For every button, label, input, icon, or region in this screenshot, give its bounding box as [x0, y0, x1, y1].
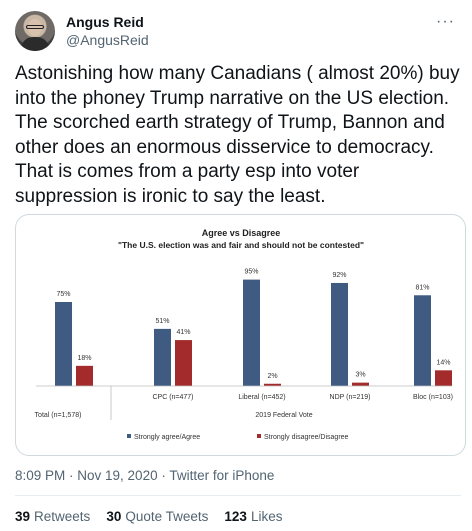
category-label: NDP (n=219): [330, 394, 371, 401]
quotes-label: Quote Tweets: [125, 509, 209, 524]
author-handle[interactable]: @AngusReid: [66, 32, 149, 48]
bar-agree-0: [55, 302, 72, 386]
bar-disagree-1: [175, 340, 192, 386]
tweet-timestamp[interactable]: 8:09 PM · Nov 19, 2020 · Twitter for iPh…: [15, 468, 275, 483]
data-label: 81%: [415, 284, 429, 291]
chart-subtitle: "The U.S. election was and fair and shou…: [118, 240, 364, 250]
data-label: 2%: [267, 373, 277, 380]
data-label: 41%: [176, 329, 190, 336]
likes-count: 123: [224, 509, 247, 524]
tweet-text: Astonishing how many Canadians ( almost …: [15, 63, 460, 207]
divider: [15, 495, 461, 496]
bar-disagree-0: [76, 365, 93, 386]
likes-label: Likes: [250, 509, 283, 524]
retweets-count: 39: [15, 509, 31, 524]
legend-swatch: [127, 434, 131, 438]
bar-agree-3: [331, 282, 348, 386]
retweets-stat[interactable]: 39 Retweets: [15, 509, 90, 524]
category-label: Liberal (n=452): [238, 394, 285, 401]
ellipsis-icon[interactable]: ···: [436, 13, 455, 30]
bar-agree-2: [243, 279, 260, 386]
avatar[interactable]: [15, 11, 55, 51]
data-label: 51%: [155, 318, 169, 325]
likes-stat[interactable]: 123 Likes: [224, 509, 282, 524]
legend-label: Strongly agree/Agree: [134, 434, 200, 441]
engagement-stats: 39 Retweets 30 Quote Tweets 123 Likes: [15, 509, 282, 524]
bar-disagree-3: [352, 382, 369, 386]
bar-disagree-4: [435, 370, 452, 386]
data-label: 92%: [332, 272, 346, 279]
data-label: 14%: [436, 359, 450, 366]
bar-disagree-2: [264, 383, 281, 386]
chart-title: Agree vs Disagree: [202, 228, 281, 238]
legend-label: Strongly disagree/Disagree: [264, 434, 349, 441]
category-label: CPC (n=477): [152, 394, 193, 401]
quotes-count: 30: [106, 509, 122, 524]
category-label: Bloc (n=103): [413, 394, 453, 401]
tweet-header: Angus Reid @AngusReid ···: [15, 11, 455, 51]
author-name[interactable]: Angus Reid: [66, 14, 144, 30]
data-label: 3%: [355, 372, 365, 379]
group-label: 2019 Federal Vote: [255, 412, 312, 419]
bar-agree-4: [414, 295, 431, 386]
data-label: 95%: [244, 269, 258, 276]
bar-chart: Agree vs Disagree "The U.S. election was…: [35, 228, 453, 441]
retweets-label: Retweets: [34, 509, 91, 524]
legend-swatch: [257, 434, 261, 438]
data-label: 75%: [56, 291, 70, 298]
quote-tweets-stat[interactable]: 30 Quote Tweets: [106, 509, 208, 524]
category-label: Total (n=1,578): [35, 412, 82, 419]
chart-image[interactable]: Agree vs Disagree "The U.S. election was…: [15, 214, 466, 456]
bar-agree-1: [154, 328, 171, 386]
data-label: 18%: [77, 355, 91, 362]
